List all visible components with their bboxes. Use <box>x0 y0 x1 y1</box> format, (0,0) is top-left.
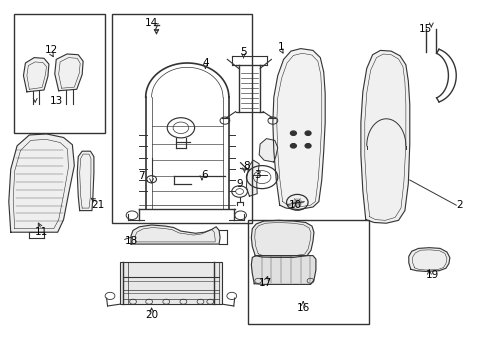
Polygon shape <box>131 225 220 244</box>
Polygon shape <box>77 151 94 211</box>
Bar <box>120 262 222 304</box>
Polygon shape <box>23 58 49 92</box>
Text: 16: 16 <box>296 303 309 313</box>
Circle shape <box>292 199 302 206</box>
Polygon shape <box>360 50 409 223</box>
Polygon shape <box>251 256 315 284</box>
Text: 15: 15 <box>418 24 431 34</box>
Text: 14: 14 <box>144 18 158 28</box>
Polygon shape <box>408 248 449 271</box>
Text: 6: 6 <box>201 170 207 180</box>
Text: 21: 21 <box>91 200 104 210</box>
Circle shape <box>290 131 296 135</box>
Text: 7: 7 <box>138 171 145 181</box>
Text: 9: 9 <box>236 179 243 189</box>
Text: 11: 11 <box>35 227 48 237</box>
Text: 18: 18 <box>124 236 138 246</box>
Text: 12: 12 <box>44 45 58 55</box>
Text: 8: 8 <box>243 161 250 171</box>
Polygon shape <box>246 160 259 196</box>
Text: 3: 3 <box>254 170 261 180</box>
Bar <box>112 14 251 223</box>
Text: 1: 1 <box>277 42 284 52</box>
Polygon shape <box>251 220 313 257</box>
Bar <box>248 220 368 324</box>
Circle shape <box>305 144 310 148</box>
Polygon shape <box>272 49 325 210</box>
Circle shape <box>290 144 296 148</box>
Polygon shape <box>259 139 277 162</box>
Polygon shape <box>9 134 74 232</box>
Text: 20: 20 <box>145 310 158 320</box>
Text: 17: 17 <box>258 278 272 288</box>
Text: 13: 13 <box>49 96 63 106</box>
Text: 10: 10 <box>288 200 301 210</box>
Bar <box>14 14 105 133</box>
Text: 2: 2 <box>455 200 462 210</box>
Text: 5: 5 <box>240 47 246 57</box>
Circle shape <box>305 131 310 135</box>
Text: 19: 19 <box>425 270 439 280</box>
Text: 4: 4 <box>202 58 208 68</box>
Polygon shape <box>55 54 83 91</box>
